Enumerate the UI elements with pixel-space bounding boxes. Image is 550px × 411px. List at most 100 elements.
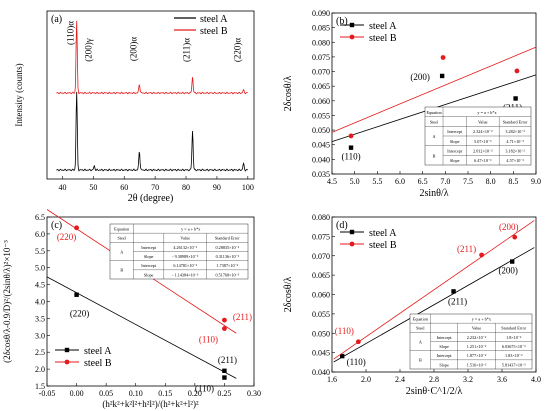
point-label-b: (110) <box>341 152 360 162</box>
point-steel-a-d <box>510 259 515 264</box>
legend-label-a: steel B <box>200 26 228 37</box>
point-steel-b-d <box>355 339 361 345</box>
y-tick-label-c: 4.5 <box>35 281 45 290</box>
peak-label-a: (200)γ <box>83 38 93 61</box>
y-tick-label-c: 1.5 <box>35 382 45 391</box>
point-label-c: (110) <box>199 335 218 345</box>
x-axis-title-b: 2sinθ/λ <box>419 188 448 199</box>
x-tick-label-b: 5.0 <box>350 177 360 186</box>
fit-table-cell-c: 4.26132×10⁻³ <box>173 245 197 250</box>
fit-line-c <box>46 276 237 379</box>
point-steel-a-d <box>451 289 456 294</box>
x-tick-label-d: 3.2 <box>463 375 473 384</box>
fit-table-cell-d: y = a + b*x <box>472 316 492 321</box>
fit-table-cell-c: Steel <box>118 236 127 241</box>
x-tick-label-a: 70 <box>151 183 159 192</box>
fit-table-cell-b: A <box>432 134 435 139</box>
fit-table-cell-b: Slope <box>450 158 460 163</box>
x-tick-label-c: 0.10 <box>129 389 143 398</box>
point-steel-a-b <box>348 145 354 150</box>
y-tick-label-c: 2.5 <box>35 348 45 357</box>
x-axis-title-a: 2θ (degree) <box>128 193 174 204</box>
point-steel-b-legend-d <box>349 241 355 247</box>
fit-table-cell-d: Standard Error <box>501 326 526 331</box>
point-steel-a-c <box>74 292 79 297</box>
y-tick-label-b: 0.065 <box>312 82 330 91</box>
x-tick-label-b: 4.5 <box>327 177 337 186</box>
fit-table-cell-d: 2.232×10⁻² <box>467 335 487 340</box>
y-tick-label-b: 0.050 <box>312 126 330 135</box>
point-steel-b-d <box>512 234 518 240</box>
fit-table-cell-b: Value <box>478 119 488 124</box>
y-tick-label-b: 0.040 <box>312 155 330 164</box>
y-tick-label-c: 6.5 <box>35 213 45 222</box>
y-tick-label-b: 0.060 <box>312 97 330 106</box>
fit-table-cell-d: 1.8×10⁻² <box>506 335 522 340</box>
y-tick-label-b: 0.090 <box>312 9 330 18</box>
fit-table-cell-d: 1.877×10⁻² <box>467 353 487 358</box>
legend-label-d: steel A <box>369 228 397 239</box>
legend-label-c: steel A <box>84 346 112 357</box>
x-tick-label-d: 2.0 <box>361 375 371 384</box>
x-tick-label-b: 5.5 <box>372 177 382 186</box>
y-tick-label-c: 3.5 <box>35 314 45 323</box>
fit-table-cell-c: 6.14781×10⁻³ <box>173 263 197 268</box>
fit-table-cell-d: 1.251×10⁻² <box>467 344 487 349</box>
y-tick-label-c: 4.0 <box>35 298 45 307</box>
fit-table-cell-b: Standard Error <box>503 119 528 124</box>
point-label-d: (110) <box>335 326 354 336</box>
y-tick-label-b: 0.055 <box>312 111 330 120</box>
x-tick-label-d: 2.4 <box>395 375 405 384</box>
y-tick-label-d: 0.080 <box>312 213 330 222</box>
panel-label-c: (c) <box>51 220 62 231</box>
x-tick-label-a: 80 <box>182 183 190 192</box>
xrd-pattern-steel-b <box>56 20 248 95</box>
point-steel-a-c <box>222 368 227 373</box>
y-tick-label-c: 5.5 <box>35 247 45 256</box>
y-tick-label-d: 0.050 <box>312 329 330 338</box>
peak-label-a: (211)α <box>182 38 192 62</box>
peak-label-a: (220)α <box>232 38 242 62</box>
fit-table-d: Equation y = a + b*x Steel Value Standard Er… <box>409 313 533 370</box>
x-axis-title-c: (h²k²+k²l²+h²l²)/(h²+k²+l²)² <box>102 399 199 409</box>
x-tick-label-c: 0.05 <box>99 389 113 398</box>
point-label-c: (211) <box>218 355 237 365</box>
x-tick-label-d: 4.0 <box>531 375 541 384</box>
y-tick-label-b: 0.080 <box>312 38 330 47</box>
fit-table-cell-c: Value <box>180 236 190 241</box>
x-axis-title-d: 2sinθ·C^1/2/λ <box>406 386 463 397</box>
fit-table-cell-d: Value <box>472 326 482 331</box>
point-steel-b-c <box>222 317 227 323</box>
fit-table-cell-b: 4.71×10⁻³ <box>506 139 524 144</box>
fit-table-cell-c: Intercept <box>141 245 157 250</box>
fit-table-cell-c: Slope <box>144 272 154 277</box>
fit-table-cell-c: Equation <box>114 226 130 231</box>
point-steel-b-b <box>514 68 520 74</box>
fit-table-cell-b: 2.012×10⁻² <box>473 148 493 153</box>
x-tick-label-a: 40 <box>58 183 66 192</box>
point-label-c: (220) <box>57 232 77 242</box>
point-steel-a-b <box>513 96 518 101</box>
legend-label-a: steel A <box>200 14 228 25</box>
panel-label-a: (a) <box>51 14 62 25</box>
point-steel-a-legend-b <box>349 22 355 28</box>
fit-table-cell-b: 6.47×10⁻³ <box>474 158 492 163</box>
x-tick-label-b: 8.0 <box>486 177 496 186</box>
fit-table-cell-d: 1.516×10⁻² <box>467 362 487 367</box>
y-tick-label-d: 0.040 <box>312 368 330 377</box>
fit-table-cell-c: - 9.38989×10⁻³ <box>172 254 199 259</box>
panel-label-b: (b) <box>336 16 348 27</box>
point-steel-b-c <box>74 225 79 231</box>
fit-table-cell-b: Intercept <box>447 148 463 153</box>
point-label-c: (211) <box>233 312 252 322</box>
y-tick-label-c: 6.0 <box>35 230 45 239</box>
fit-table-cell-d: Steel <box>416 326 425 331</box>
plot-frame-a <box>46 10 255 180</box>
legend-label-b: steel A <box>369 21 397 32</box>
point-label-d: (200) <box>498 266 518 276</box>
x-tick-label-a: 50 <box>89 183 97 192</box>
x-tick-label-d: 2.8 <box>429 375 439 384</box>
x-tick-label-b: 7.5 <box>463 177 473 186</box>
point-label-c: (220) <box>70 309 90 319</box>
fit-table-cell-b: Steel <box>430 119 439 124</box>
